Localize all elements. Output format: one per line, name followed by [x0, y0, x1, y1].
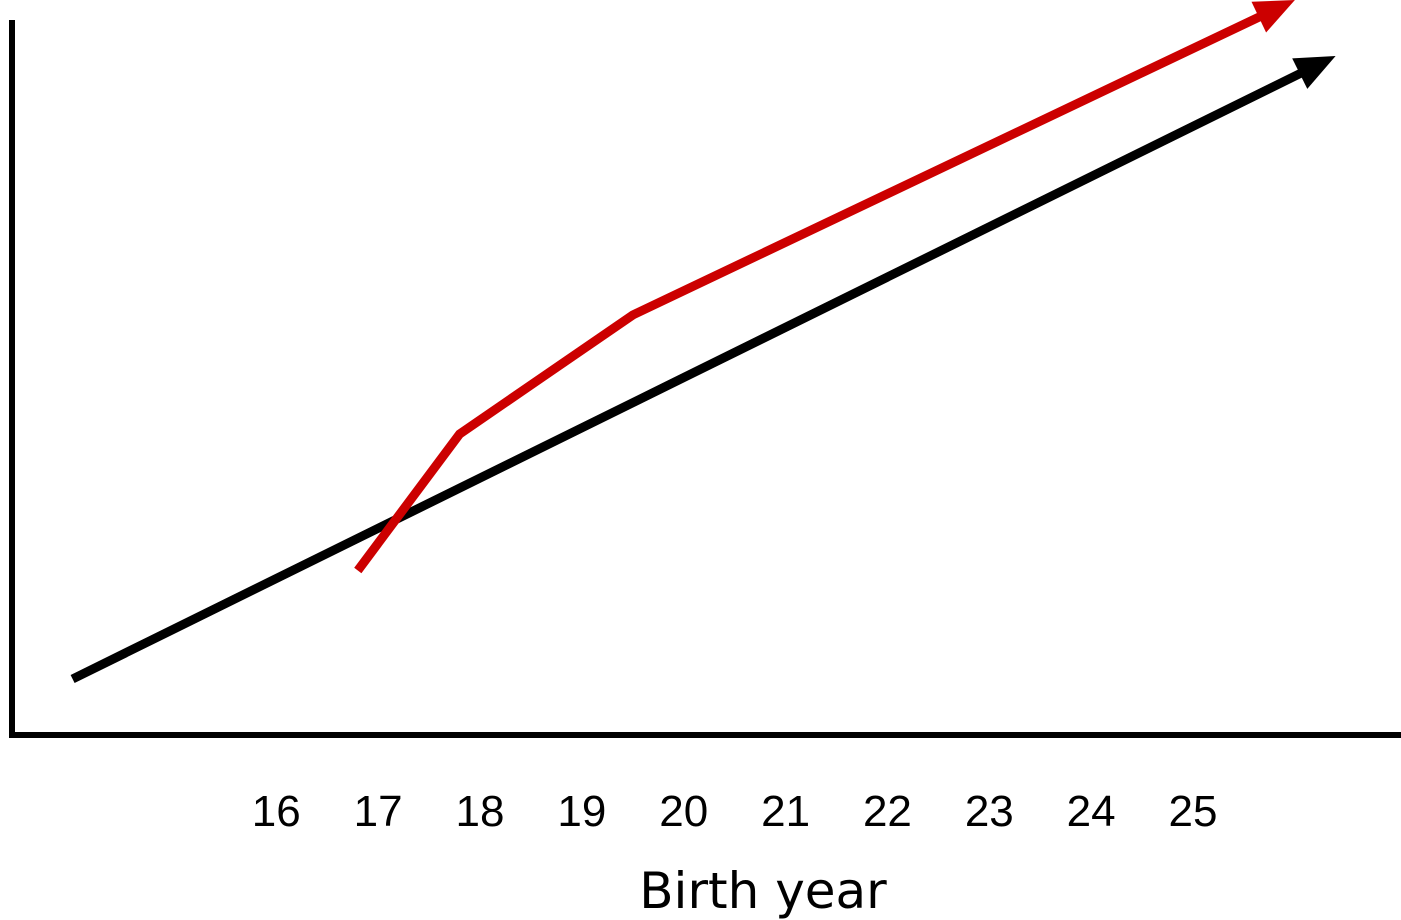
x-tick-label: 22: [863, 787, 912, 836]
x-tick-label: 25: [1169, 787, 1218, 836]
x-tick-label: 19: [557, 787, 606, 836]
series-layer: [70, 0, 1336, 684]
x-tick-label: 16: [252, 787, 301, 836]
series-arrowhead: [1292, 56, 1336, 89]
x-tick-label: 21: [761, 787, 810, 836]
plot-area: [9, 0, 1401, 738]
x-tick-label: 20: [659, 787, 708, 836]
series-line: [354, 6, 1276, 574]
series-line: [70, 62, 1317, 684]
x-tick-label: 23: [965, 787, 1014, 836]
series-arrowhead: [1251, 0, 1295, 33]
x-tick-label: 18: [456, 787, 505, 836]
x-tick-labels: 16 17 18 19 20 21 22 23 24 25: [252, 787, 1218, 836]
x-tick-label: 24: [1067, 787, 1116, 836]
x-tick-label: 17: [354, 787, 403, 836]
x-axis-title: Birth year: [639, 862, 887, 920]
